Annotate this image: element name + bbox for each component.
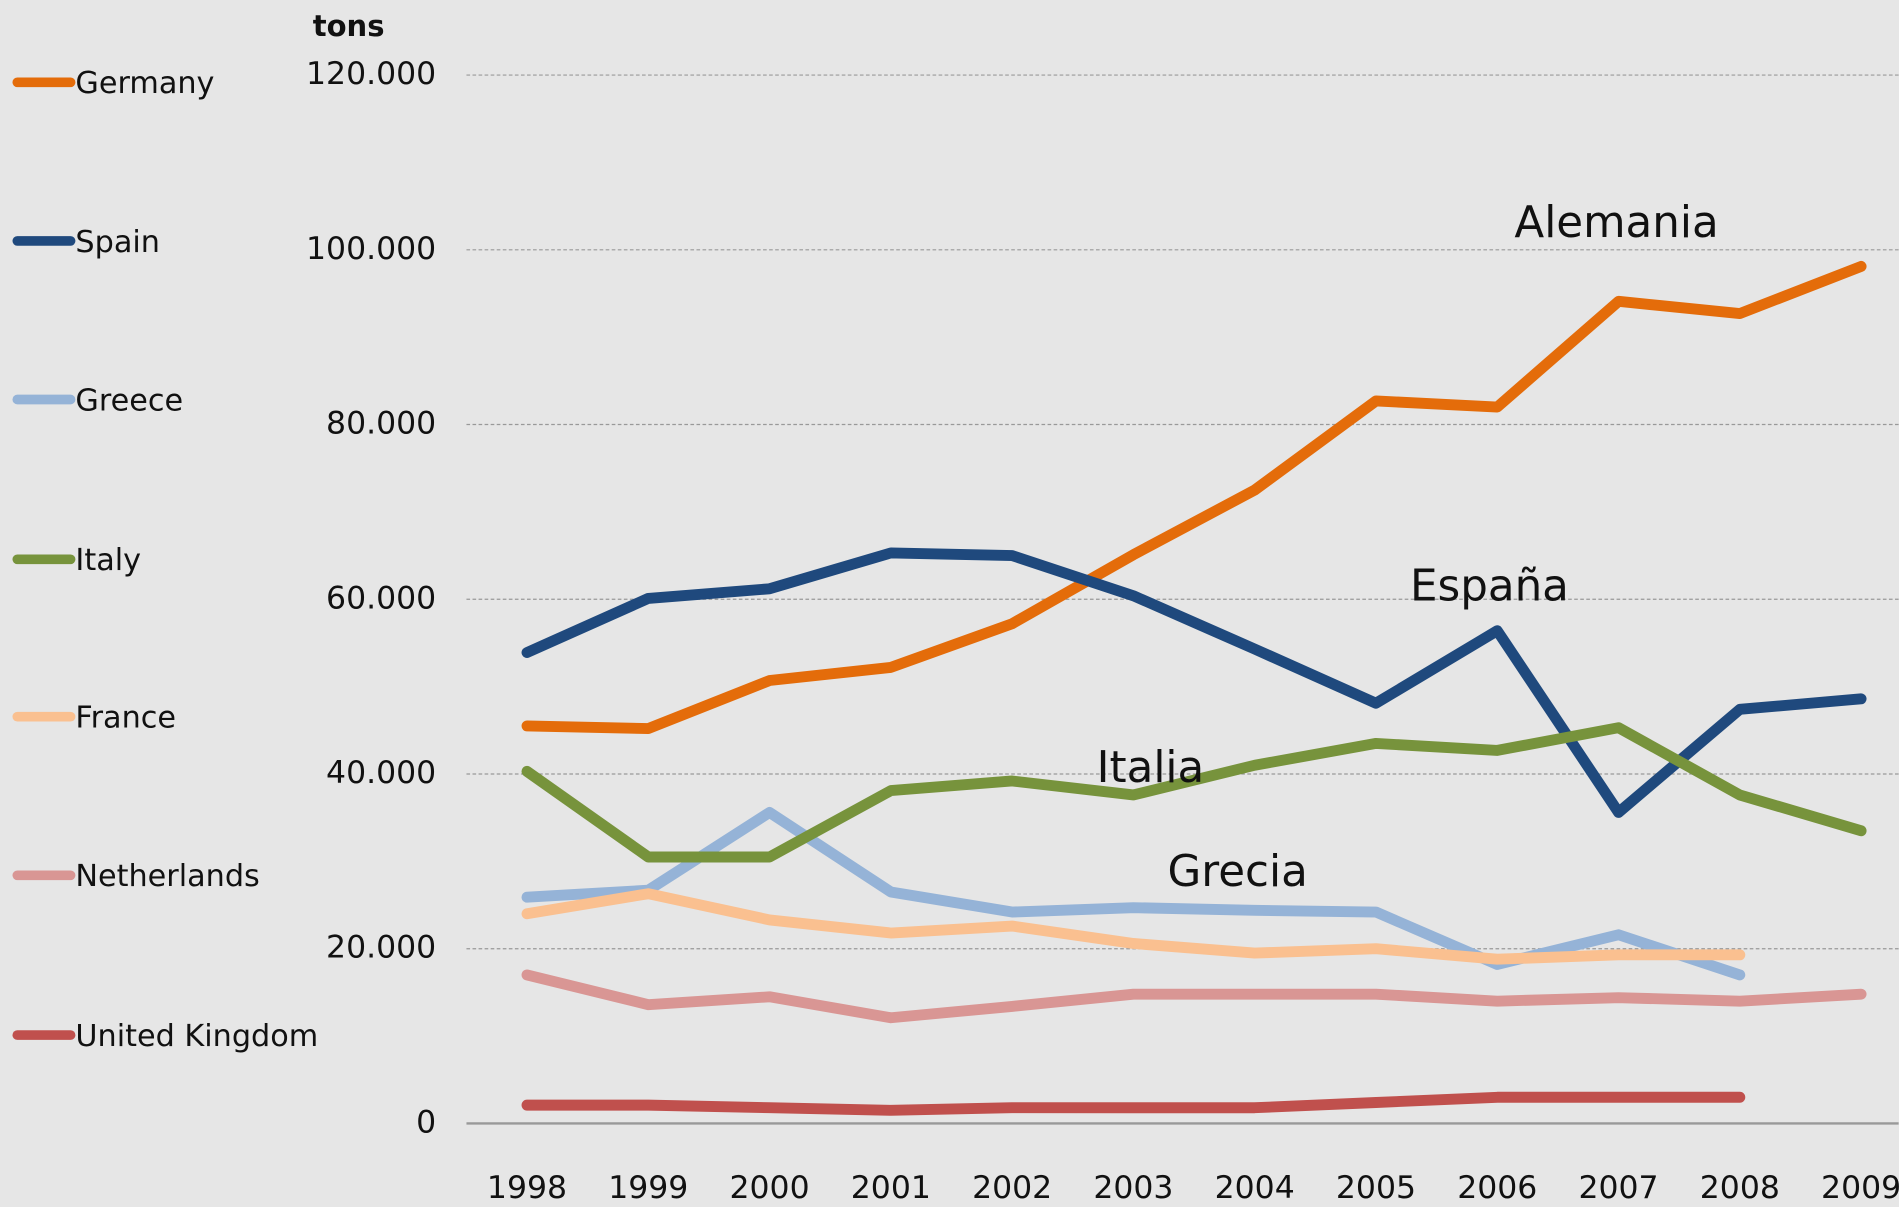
legend-label: Netherlands: [75, 859, 259, 894]
x-tick-label: 1998: [487, 1170, 567, 1206]
x-tick-label: 2007: [1578, 1170, 1658, 1206]
x-tick-label: 2006: [1457, 1170, 1537, 1206]
x-tick-label: 2003: [1093, 1170, 1173, 1206]
x-tick-label: 2008: [1700, 1170, 1780, 1206]
y-tick-label: 20.000: [326, 930, 436, 966]
legend-label: France: [75, 701, 176, 736]
series-line: [521, 888, 1746, 965]
x-tick-label: 2005: [1336, 1170, 1416, 1206]
legend-label: Greece: [75, 383, 183, 418]
annotation: Grecia: [1167, 847, 1307, 897]
x-tick-label: 2004: [1215, 1170, 1295, 1206]
annotation: Alemania: [1514, 198, 1718, 248]
legend-label: Spain: [75, 225, 160, 260]
legend-label: Germany: [75, 66, 214, 101]
x-tick-label: 2002: [972, 1170, 1052, 1206]
x-tick-label: 2000: [730, 1170, 810, 1206]
legend-label: United Kingdom: [75, 1019, 318, 1054]
y-tick-label: 40.000: [326, 755, 436, 791]
x-tick-label: 2001: [851, 1170, 931, 1206]
legend-label: Italy: [75, 543, 141, 578]
y-tick-label: 120.000: [306, 56, 436, 92]
series-line: [521, 260, 1867, 735]
x-tick-label: 1999: [608, 1170, 688, 1206]
y-axis-label: tons: [313, 9, 385, 43]
series-line: [521, 969, 1867, 1024]
series-line: [521, 547, 1867, 818]
y-tick-label: 0: [416, 1104, 436, 1140]
x-tick-label: 2009: [1821, 1170, 1899, 1206]
series-line: [521, 1091, 1746, 1116]
y-tick-label: 100.000: [306, 231, 436, 267]
annotation: España: [1410, 561, 1569, 611]
y-tick-label: 60.000: [326, 580, 436, 616]
y-tick-label: 80.000: [326, 406, 436, 442]
series-line: [521, 722, 1867, 863]
annotation: Italia: [1097, 743, 1205, 793]
